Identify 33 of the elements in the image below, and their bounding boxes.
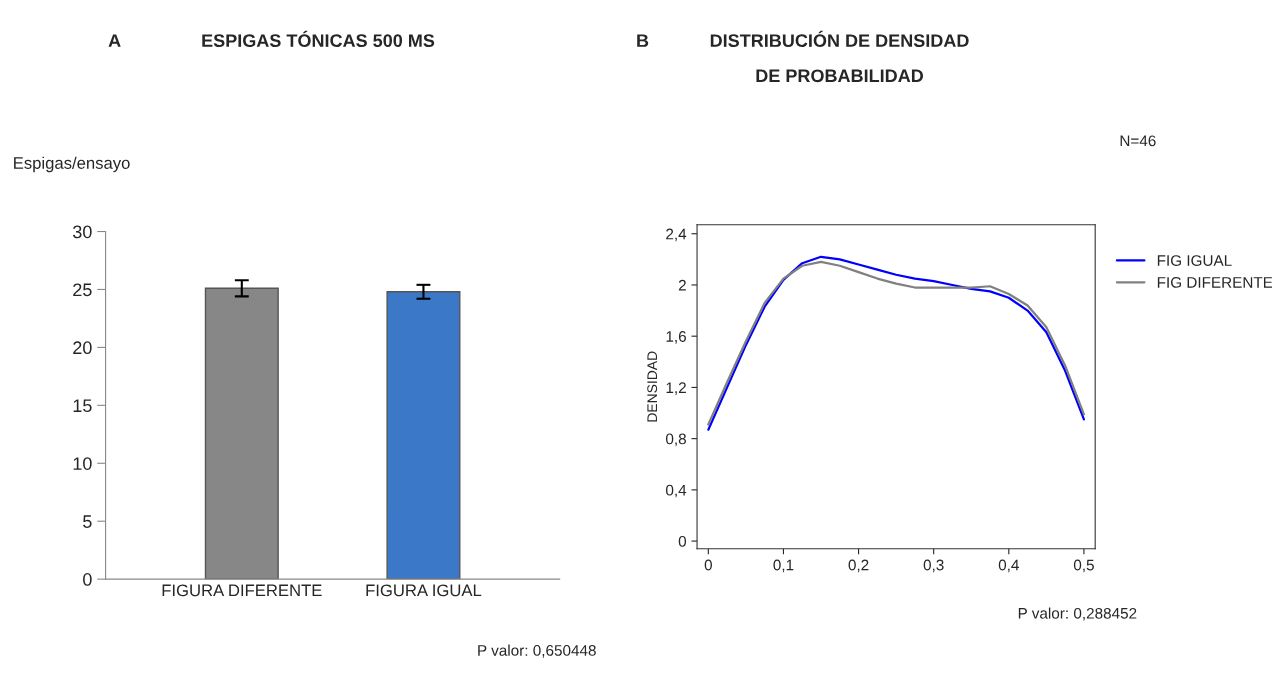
legend-label: FIG IGUAL [1157, 255, 1232, 266]
y-tick-label: 25 [73, 283, 92, 297]
y-axis-title: DENSIDAD [647, 351, 658, 422]
text: N=46 [1120, 135, 1156, 147]
y-tick-label: 0,8 [666, 433, 686, 447]
chart-title: ESPIGAS TÓNICAS 500 MS [202, 30, 435, 48]
x-tick-label: 0,4 [998, 559, 1019, 573]
chart-title: DISTRIBUCIÓN DE DENSIDAD DE PROBABILIDAD [710, 30, 969, 83]
y-tick-label: 30 [72, 225, 92, 239]
y-tick-label: 2,4 [666, 228, 687, 242]
y-tick-label: 0,4 [666, 484, 687, 498]
y-tick-label: 0 [83, 573, 92, 586]
y-tick-label: 1,6 [666, 331, 686, 344]
y-tick-label: 1,2 [666, 382, 686, 395]
x-tick-label: 0,5 [1073, 559, 1094, 573]
x-tick-label: FIGURA IGUAL [366, 584, 482, 597]
y-tick-label: 2 [678, 279, 686, 291]
x-tick-label: FIGURA DIFERENTE [162, 584, 322, 597]
y-tick-label: 0 [678, 535, 687, 547]
x-tick-label: 0,3 [923, 559, 944, 573]
y-tick-label: 5 [83, 515, 92, 528]
y-tick-label: 15 [73, 399, 92, 413]
y-axis-title: Espigas/ensayo [14, 156, 130, 173]
text: A [108, 34, 121, 47]
text: B [637, 34, 649, 47]
text: P valor: 0,288452 [1018, 607, 1137, 621]
x-tick-label: 0,2 [848, 559, 869, 573]
y-tick-label: 20 [73, 341, 92, 355]
x-tick-label: 0,1 [773, 559, 794, 573]
y-tick-label: 10 [73, 457, 92, 470]
x-tick-label: 0 [704, 559, 712, 571]
text: P valor: 0,650448 [478, 644, 596, 658]
legend-label: FIG DIFERENTE [1157, 277, 1272, 288]
